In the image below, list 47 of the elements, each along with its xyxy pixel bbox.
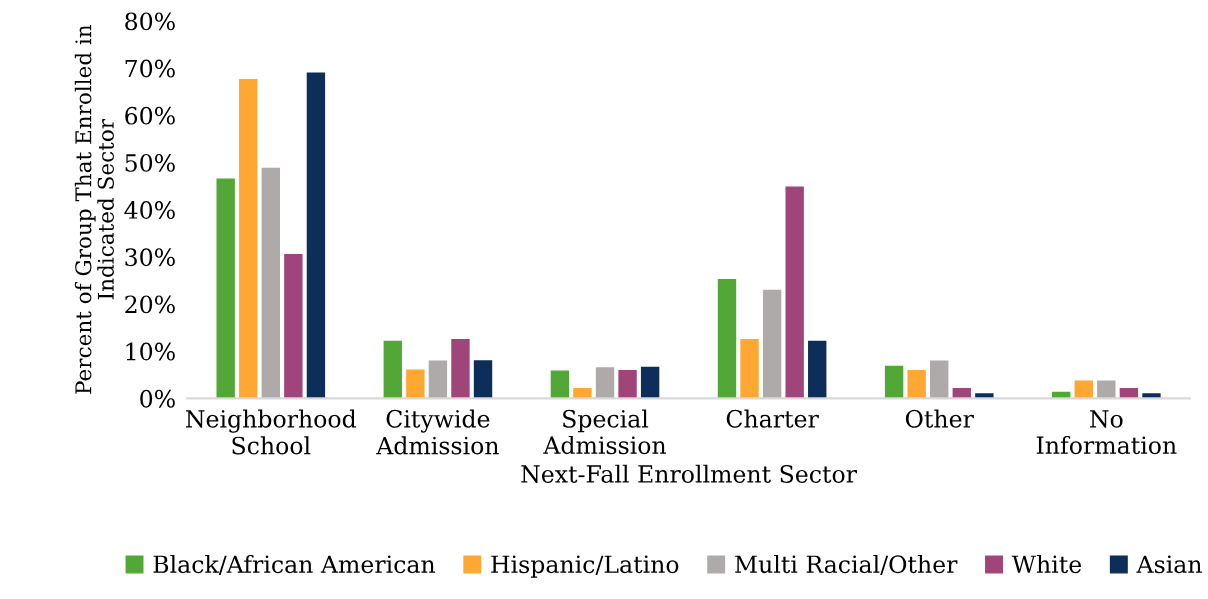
bar xyxy=(595,367,615,399)
x-tick-label: Citywide Admission xyxy=(376,409,499,455)
y-tick-label: 40% xyxy=(124,201,175,219)
bar xyxy=(573,387,592,399)
y-tick-label: 70% xyxy=(125,59,175,78)
bar xyxy=(785,186,804,399)
bar xyxy=(550,370,570,399)
x-tick-label: Charter xyxy=(726,409,819,428)
x-axis-title: Next-Fall Enrollment Sector xyxy=(521,464,857,483)
bar xyxy=(930,360,949,399)
bar xyxy=(1097,380,1116,399)
x-tick-label: No Information xyxy=(1036,410,1177,455)
bar xyxy=(284,253,303,399)
legend-label: Asian xyxy=(1136,555,1202,574)
y-tick-label: 50% xyxy=(125,153,175,172)
bar xyxy=(762,289,782,399)
bar xyxy=(740,338,759,399)
legend-label: Hispanic/Latino xyxy=(491,555,679,578)
bar xyxy=(216,178,235,399)
y-tick-label: 0% xyxy=(140,389,175,408)
x-tick-label: Other xyxy=(905,409,974,428)
bar xyxy=(428,360,448,399)
bar xyxy=(261,167,280,399)
bar xyxy=(884,365,904,399)
y-tick-label: 20% xyxy=(125,295,175,314)
legend-label: White xyxy=(1011,554,1082,574)
bar xyxy=(717,278,737,399)
bar xyxy=(808,340,827,399)
bar xyxy=(239,78,258,399)
y-tick-label: 10% xyxy=(126,342,175,361)
bar xyxy=(306,72,326,399)
y-tick-label: 60% xyxy=(125,106,175,125)
bar xyxy=(907,370,926,399)
bar xyxy=(451,338,470,399)
y-tick-label: 30% xyxy=(125,248,175,267)
x-tick-label: Neighborhood School xyxy=(186,409,357,455)
legend-label: Multi Racial/Other xyxy=(735,554,958,576)
y-tick-label: 80% xyxy=(125,12,175,31)
legend-label: Black/African American xyxy=(153,554,436,576)
bar xyxy=(473,360,493,399)
bar xyxy=(406,369,425,399)
bar xyxy=(618,370,637,399)
bar xyxy=(640,366,660,399)
y-axis-title: Percent of Group That Enrolled in Indicated Sector xyxy=(74,24,114,394)
x-tick-label: Special Admission xyxy=(543,409,667,455)
bar xyxy=(383,340,402,399)
bar xyxy=(1074,380,1093,399)
